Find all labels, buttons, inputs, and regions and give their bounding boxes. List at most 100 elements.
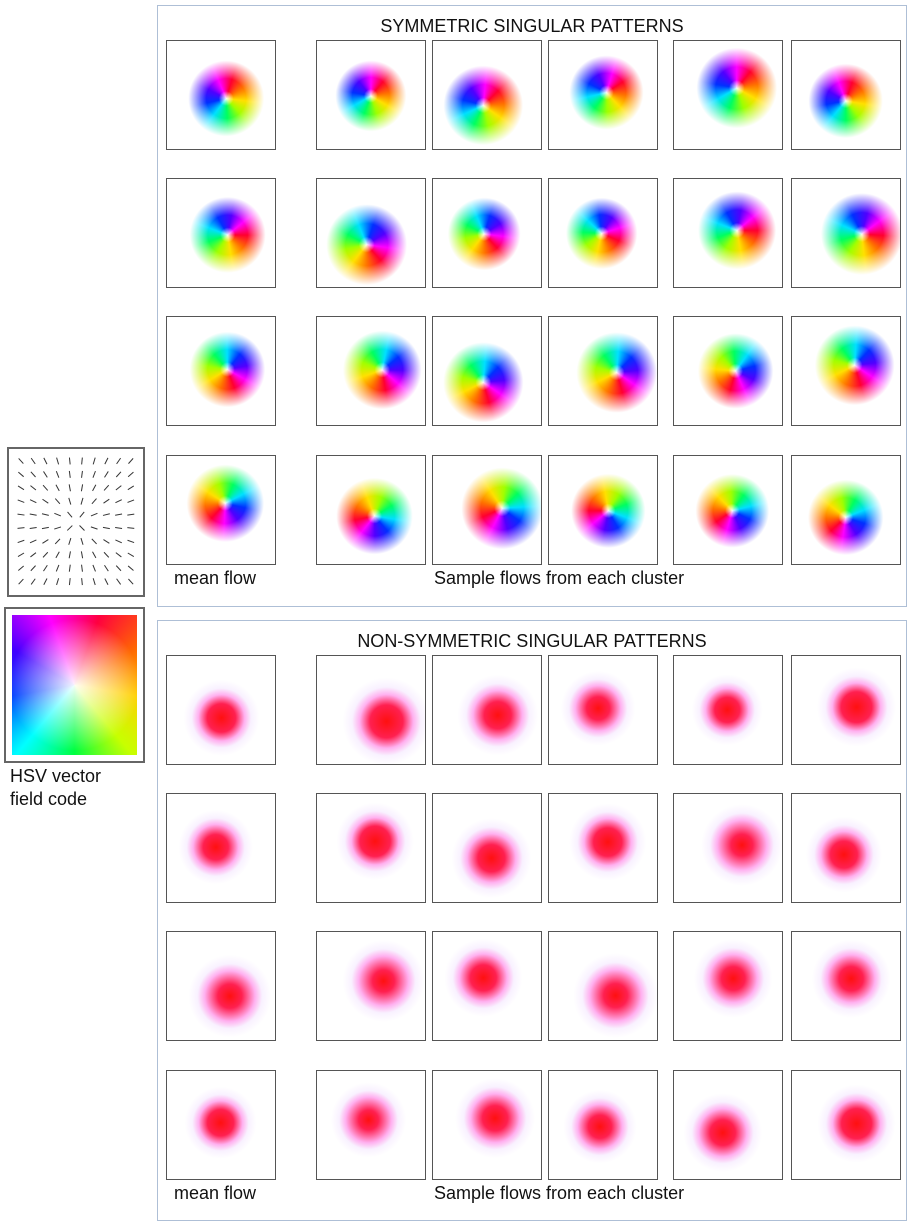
- arrow: [93, 552, 96, 558]
- arrow: [115, 500, 121, 503]
- arrow: [18, 486, 24, 490]
- arrow: [30, 500, 36, 503]
- legend-caption: HSV vector field code: [10, 765, 120, 811]
- arrow: [93, 458, 95, 465]
- arrow: [69, 471, 70, 478]
- arrow: [18, 500, 25, 502]
- sample-flow-tile: [316, 178, 426, 288]
- arrow: [54, 527, 61, 529]
- arrow: [127, 514, 134, 515]
- arrow: [93, 471, 95, 478]
- arrow: [30, 540, 36, 543]
- arrow: [43, 499, 49, 503]
- arrow: [44, 458, 47, 464]
- arrow: [69, 538, 71, 545]
- arrow: [68, 512, 72, 517]
- sample-flow-tile: [791, 178, 901, 288]
- sample-flow-tile: [791, 793, 901, 903]
- sample-flow-tile: [548, 178, 658, 288]
- sample-flow-tile: [548, 1070, 658, 1180]
- arrow: [105, 578, 108, 584]
- sample-flow-tile: [791, 1070, 901, 1180]
- sample-flow-tile: [791, 931, 901, 1041]
- arrow: [116, 553, 122, 557]
- arrow: [54, 513, 60, 516]
- arrow: [117, 579, 121, 585]
- arrow: [56, 471, 59, 478]
- mean-caption: mean flow: [174, 1183, 256, 1204]
- sample-flow-tile: [432, 178, 542, 288]
- mean-flow-tile: [166, 316, 276, 426]
- arrow: [18, 514, 25, 515]
- sample-flow-tile: [548, 655, 658, 765]
- arrow: [42, 527, 49, 528]
- arrow: [81, 484, 82, 491]
- arrow: [31, 566, 36, 571]
- arrow: [42, 514, 49, 516]
- sample-flow-tile: [673, 655, 783, 765]
- arrow: [44, 471, 48, 477]
- sample-flow-tile: [548, 793, 658, 903]
- sample-flow-tile: [316, 455, 426, 565]
- mean-caption: mean flow: [174, 568, 256, 589]
- arrow: [82, 565, 83, 572]
- arrow: [128, 579, 133, 584]
- arrow: [91, 513, 97, 516]
- arrow: [30, 514, 37, 515]
- arrow: [19, 458, 24, 463]
- sample-flow-tile: [548, 931, 658, 1041]
- arrow: [30, 553, 36, 557]
- arrow: [57, 578, 59, 585]
- arrow: [82, 471, 83, 478]
- arrow-field-legend: [7, 447, 145, 597]
- arrow: [116, 486, 121, 490]
- arrow: [128, 458, 133, 463]
- sample-flow-tile: [432, 655, 542, 765]
- arrow: [69, 498, 71, 505]
- sample-flow-tile: [673, 931, 783, 1041]
- mean-flow-tile: [166, 40, 276, 150]
- arrow: [128, 566, 133, 571]
- sample-flow-tile: [316, 655, 426, 765]
- arrow: [82, 578, 83, 585]
- arrow: [80, 526, 85, 531]
- arrow: [105, 471, 109, 477]
- arrow: [127, 528, 134, 529]
- mean-flow-tile: [166, 455, 276, 565]
- panel-title: SYMMETRIC SINGULAR PATTERNS: [158, 16, 906, 37]
- arrow: [30, 486, 35, 490]
- sample-flow-tile: [791, 455, 901, 565]
- sample-flow-tile: [316, 316, 426, 426]
- arrow: [115, 528, 122, 529]
- arrow: [18, 472, 23, 477]
- sample-flow-tile: [673, 40, 783, 150]
- sample-flow-tile: [432, 1070, 542, 1180]
- sample-flow-tile: [432, 316, 542, 426]
- arrow: [31, 472, 36, 477]
- mean-flow-tile: [166, 793, 276, 903]
- mean-flow-tile: [166, 931, 276, 1041]
- mean-flow-tile: [166, 1070, 276, 1180]
- hsv-legend: [4, 607, 145, 763]
- sample-flow-tile: [432, 931, 542, 1041]
- arrow: [128, 553, 134, 557]
- arrow: [92, 539, 97, 544]
- sample-flow-tile: [432, 793, 542, 903]
- arrow: [69, 565, 70, 572]
- hsv-wheel: [12, 615, 137, 755]
- arrow: [69, 551, 70, 558]
- sample-flow-tile: [316, 793, 426, 903]
- arrow: [55, 539, 60, 544]
- sample-flow-tile: [316, 40, 426, 150]
- arrow: [43, 565, 47, 571]
- arrow: [57, 458, 59, 465]
- mean-flow-tile: [166, 655, 276, 765]
- sample-flow-tile: [548, 40, 658, 150]
- arrow: [43, 485, 48, 490]
- sample-flow-tile: [673, 793, 783, 903]
- mean-flow-tile: [166, 178, 276, 288]
- arrow: [104, 485, 109, 490]
- arrow: [19, 579, 24, 584]
- sample-flow-tile: [548, 455, 658, 565]
- arrow: [18, 540, 25, 542]
